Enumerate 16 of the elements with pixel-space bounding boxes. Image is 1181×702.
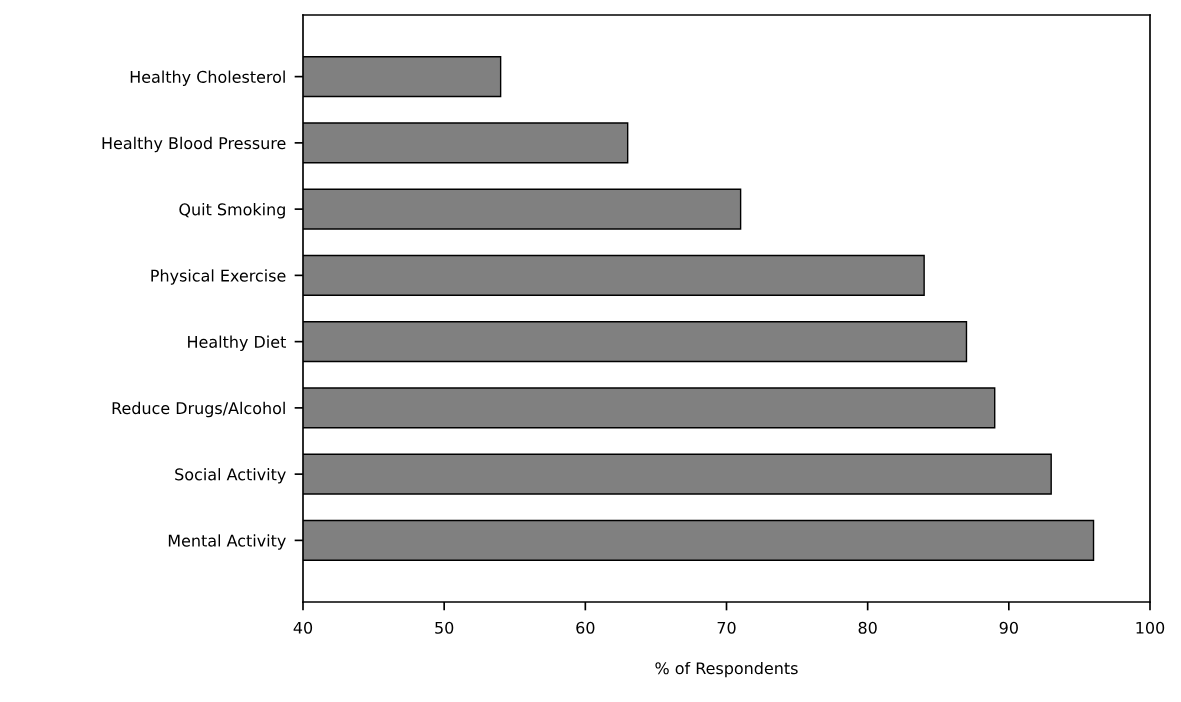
x-tick-label: 50	[435, 621, 454, 634]
x-tick-label: 80	[858, 621, 877, 634]
y-tick-label: Reduce Drugs/Alcohol	[112, 401, 285, 418]
y-tick-label: Quit Smoking	[179, 203, 285, 219]
x-tick-label: 90	[999, 621, 1018, 634]
x-tick-label: 60	[576, 621, 595, 634]
x-tick-label: 70	[717, 621, 736, 634]
y-tick-label: Physical Exercise	[151, 269, 286, 285]
y-tick-label: Social Activity	[175, 468, 286, 484]
x-tick-label: 40	[293, 621, 313, 634]
x-tick-label: 100	[1136, 621, 1165, 634]
y-tick-label: Healthy Cholesterol	[130, 70, 285, 87]
x-axis-title: % of Respondents	[655, 661, 798, 678]
y-tick-label: Healthy Diet	[188, 335, 286, 352]
y-tick-label: Mental Activity	[168, 534, 286, 550]
y-tick-label: Healthy Blood Pressure	[102, 136, 286, 153]
